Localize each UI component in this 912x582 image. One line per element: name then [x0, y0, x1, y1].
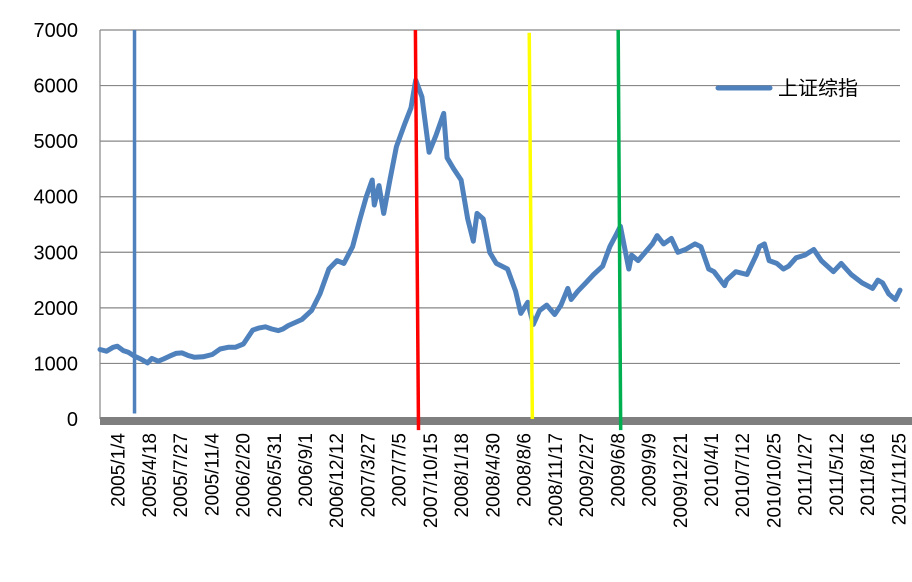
x-tick-label: 2006/9/1: [296, 433, 317, 507]
x-tick-label: 2005/11/4: [202, 433, 223, 517]
x-tick-label: 2007/3/27: [359, 433, 380, 518]
x-tick-label: 2008/11/17: [546, 433, 567, 527]
y-tick-label: 0: [67, 409, 78, 431]
x-tick-label: 2010/4/1: [702, 433, 723, 507]
x-tick-label: 2008/8/6: [515, 433, 536, 507]
x-tick-label: 2006/5/31: [265, 433, 286, 518]
series-line-0: [97, 77, 903, 366]
x-tick-label: 2006/12/12: [327, 433, 348, 528]
x-tick-label: 2011/1/27: [796, 433, 817, 516]
y-axis: 0 1000 2000 3000 4000 5000 6000 7000: [34, 20, 101, 431]
marker-line-1: [413, 29, 421, 431]
x-tick-label: 2007/10/15: [421, 433, 442, 528]
x-tick-label: 2005/1/4: [109, 433, 130, 507]
y-tick-label: 2000: [34, 298, 79, 320]
marker-line-2: [527, 32, 535, 420]
x-tick-label: 2011/8/16: [858, 433, 879, 516]
x-tick-label: 2005/7/27: [171, 433, 192, 518]
gridlines: [100, 29, 900, 365]
x-tick-label: 2009/6/8: [608, 433, 629, 507]
vertical-markers: [132, 29, 623, 431]
x-axis: 2005/1/4 2005/4/18 2005/7/27 2005/11/4 2006/…: [100, 417, 912, 528]
x-tick-label: 2008/4/30: [483, 433, 504, 518]
x-tick-label: 2011/11/25: [889, 433, 910, 525]
x-tick-label: 2010/7/12: [733, 433, 754, 518]
x-tick-label: 2008/1/18: [452, 433, 473, 518]
x-tick-label: 2011/5/12: [827, 433, 848, 516]
y-tick-label: 6000: [34, 76, 79, 98]
x-tick-label: 2005/4/18: [140, 433, 161, 518]
legend: 上证综指: [715, 76, 858, 100]
y-tick-label: 1000: [34, 353, 79, 375]
plot-area: [97, 77, 903, 366]
y-tick-label: 7000: [34, 20, 79, 42]
x-tick-label: 2009/2/27: [577, 433, 598, 518]
x-tick-label: 2007/7/5: [390, 433, 411, 507]
x-tick-label: 2006/2/20: [234, 433, 255, 518]
legend-label: 上证综指: [778, 76, 858, 100]
x-tick-label: 2009/12/21: [671, 433, 692, 528]
y-tick-label: 3000: [34, 242, 79, 264]
y-tick-label: 4000: [34, 187, 79, 209]
y-tick-label: 5000: [34, 131, 79, 153]
x-tick-label: 2010/10/25: [765, 433, 786, 528]
x-axis-line: [100, 417, 912, 425]
x-tick-label: 2009/9/9: [640, 433, 661, 507]
marker-line-3: [616, 29, 623, 431]
